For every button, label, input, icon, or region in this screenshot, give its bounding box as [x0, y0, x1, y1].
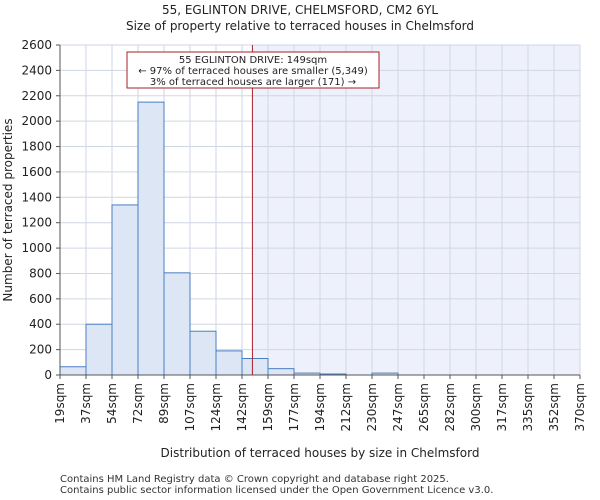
chart-title: 55, EGLINTON DRIVE, CHELMSFORD, CM2 6YL — [161, 3, 439, 17]
chart-subtitle: Size of property relative to terraced ho… — [125, 19, 475, 33]
x-tick-label: 335sqm — [521, 383, 535, 431]
y-tick-label: 1000 — [21, 241, 52, 255]
x-tick-label: 230sqm — [365, 383, 379, 431]
x-tick-label: 282sqm — [443, 383, 457, 431]
x-tick-label: 300sqm — [469, 383, 483, 431]
histogram-bar — [267, 368, 295, 376]
y-tick-label: 2400 — [21, 63, 52, 77]
histogram-bar — [59, 366, 87, 376]
x-tick-label: 265sqm — [417, 383, 431, 431]
y-tick-label: 600 — [29, 292, 52, 306]
histogram-bar — [137, 101, 165, 376]
x-tick-label: 89sqm — [157, 383, 171, 424]
footer-copyright: Contains HM Land Registry data © Crown c… — [60, 474, 449, 485]
x-tick-label: 177sqm — [287, 383, 301, 431]
histogram-bar — [189, 330, 217, 376]
x-axis-label: Distribution of terraced houses by size … — [161, 446, 480, 460]
y-tick-label: 2200 — [21, 89, 52, 103]
y-tick-label: 200 — [29, 343, 52, 357]
y-tick-label: 1200 — [21, 216, 52, 230]
annotation-line-3: 3% of terraced houses are larger (171) → — [150, 77, 356, 88]
histogram-bar — [215, 350, 243, 376]
x-tick-label: 142sqm — [235, 383, 249, 431]
annotation-line-2: ← 97% of terraced houses are smaller (5,… — [138, 66, 368, 77]
y-tick-label: 400 — [29, 317, 52, 331]
x-tick-label: 247sqm — [391, 383, 405, 431]
y-tick-label: 2600 — [21, 38, 52, 52]
y-tick-label: 2000 — [21, 114, 52, 128]
larger-region-shade — [252, 45, 580, 375]
x-tick-label: 194sqm — [313, 383, 327, 431]
x-tick-label: 124sqm — [209, 383, 223, 431]
histogram-bar — [241, 358, 269, 376]
y-tick-label: 1600 — [21, 165, 52, 179]
x-tick-label: 317sqm — [495, 383, 509, 431]
y-tick-label: 1800 — [21, 140, 52, 154]
annotation-box — [126, 51, 380, 89]
x-tick-label: 19sqm — [53, 383, 67, 424]
x-tick-label: 370sqm — [573, 383, 587, 431]
x-tick-label: 159sqm — [261, 383, 275, 431]
x-tick-label: 212sqm — [339, 383, 353, 431]
x-tick-label: 107sqm — [183, 383, 197, 431]
x-tick-label: 37sqm — [79, 383, 93, 424]
y-tick-label: 0 — [44, 368, 52, 382]
annotation-line-1: 55 EGLINTON DRIVE: 149sqm — [179, 55, 327, 66]
y-tick-label: 1400 — [21, 190, 52, 204]
x-tick-label: 54sqm — [105, 383, 119, 424]
histogram-bar — [111, 204, 139, 376]
footer-licence: Contains public sector information licen… — [60, 485, 494, 496]
x-tick-label: 72sqm — [131, 383, 145, 424]
x-tick-label: 352sqm — [547, 383, 561, 431]
y-tick-label: 800 — [29, 266, 52, 280]
y-axis-label: Number of terraced properties — [1, 118, 15, 301]
histogram-bar — [163, 272, 191, 376]
histogram-bar — [85, 323, 113, 376]
